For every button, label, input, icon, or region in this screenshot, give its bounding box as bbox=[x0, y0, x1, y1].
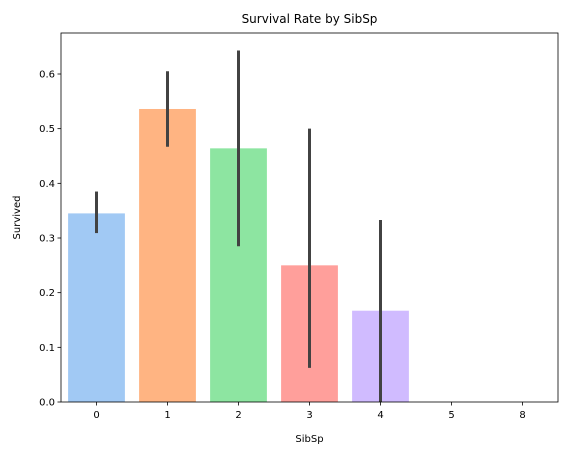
x-tick-label: 8 bbox=[519, 410, 525, 421]
y-tick-label: 0.1 bbox=[39, 343, 55, 354]
errorbars-group bbox=[95, 50, 382, 402]
y-tick-label: 0.5 bbox=[39, 124, 55, 135]
x-tick-label: 3 bbox=[306, 410, 312, 421]
y-axis-label: Survived bbox=[12, 196, 23, 240]
y-tick-label: 0.4 bbox=[39, 179, 55, 190]
x-axis: 0 1 2 3 4 5 8 bbox=[93, 402, 526, 421]
x-axis-label: SibSp bbox=[295, 434, 323, 445]
x-tick-label: 2 bbox=[235, 410, 241, 421]
x-tick-label: 4 bbox=[377, 410, 383, 421]
x-tick-label: 5 bbox=[448, 410, 454, 421]
plot-frame bbox=[60, 32, 559, 403]
x-tick-label: 1 bbox=[164, 410, 170, 421]
y-axis: 0.0 0.1 0.2 0.3 0.4 0.5 0.6 bbox=[39, 70, 61, 409]
chart-title: Survival Rate by SibSp bbox=[242, 12, 378, 26]
x-tick-label: 0 bbox=[93, 410, 99, 421]
y-tick-label: 0.0 bbox=[39, 398, 55, 409]
bar-1 bbox=[139, 108, 196, 402]
y-tick-label: 0.2 bbox=[39, 288, 55, 299]
bar-0 bbox=[68, 213, 125, 402]
y-tick-label: 0.6 bbox=[39, 70, 55, 81]
y-tick-label: 0.3 bbox=[39, 234, 55, 245]
